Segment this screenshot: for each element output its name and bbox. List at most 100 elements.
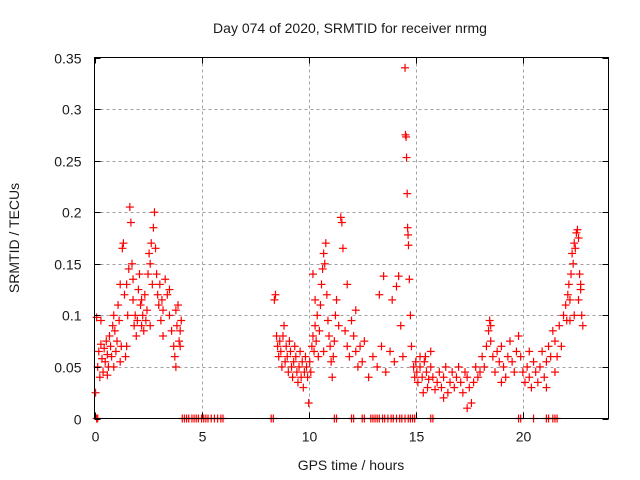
data-point xyxy=(174,301,183,310)
data-point xyxy=(285,337,294,346)
data-point xyxy=(469,378,478,387)
axis-ticks xyxy=(94,57,609,420)
data-points xyxy=(91,63,587,423)
data-point xyxy=(360,337,369,346)
data-point xyxy=(538,347,547,356)
data-point xyxy=(124,264,133,273)
data-point xyxy=(332,295,341,304)
data-point xyxy=(286,347,295,356)
data-point xyxy=(329,352,338,361)
data-point xyxy=(448,368,457,377)
data-point xyxy=(553,352,562,361)
data-point xyxy=(347,316,356,325)
data-point xyxy=(463,404,472,413)
data-point xyxy=(336,213,345,222)
data-point xyxy=(307,342,316,351)
data-point xyxy=(390,357,399,366)
data-point xyxy=(140,290,149,299)
data-point xyxy=(270,295,279,304)
data-point xyxy=(570,239,579,248)
data-point xyxy=(301,352,310,361)
data-point xyxy=(510,368,519,377)
data-point xyxy=(153,290,162,299)
data-point xyxy=(396,321,405,330)
data-point xyxy=(115,316,124,325)
data-point xyxy=(295,362,304,371)
data-point xyxy=(375,290,384,299)
data-point xyxy=(133,316,142,325)
data-point xyxy=(488,352,497,361)
data-point xyxy=(316,301,325,310)
data-point xyxy=(275,337,284,346)
data-point xyxy=(525,347,534,356)
data-point xyxy=(364,373,373,382)
data-point xyxy=(402,153,411,162)
data-point xyxy=(467,399,476,408)
data-point xyxy=(505,337,514,346)
data-point xyxy=(283,352,292,361)
data-point xyxy=(413,378,422,387)
grid-lines xyxy=(94,57,609,419)
data-point xyxy=(407,342,416,351)
data-point xyxy=(114,301,123,310)
data-point xyxy=(446,378,455,387)
data-point xyxy=(535,362,544,371)
data-point xyxy=(574,295,583,304)
data-point xyxy=(125,203,134,212)
data-point xyxy=(574,234,583,242)
data-point xyxy=(461,368,470,377)
data-point xyxy=(122,342,131,351)
data-point xyxy=(377,342,386,351)
data-point xyxy=(343,280,352,289)
data-point xyxy=(411,357,420,366)
data-point xyxy=(157,295,166,304)
data-point xyxy=(398,352,407,361)
data-point xyxy=(271,290,280,299)
data-point xyxy=(317,280,326,289)
data-point xyxy=(311,295,320,304)
data-point xyxy=(129,295,138,304)
data-point xyxy=(318,264,327,273)
data-point xyxy=(282,342,291,351)
data-point xyxy=(171,306,180,315)
data-point xyxy=(327,357,336,366)
data-point xyxy=(304,399,313,408)
data-point xyxy=(91,388,100,397)
data-point xyxy=(142,306,151,315)
x-tick-label: 0 xyxy=(92,429,100,445)
data-point xyxy=(516,352,525,361)
data-point xyxy=(456,378,465,387)
data-point xyxy=(571,244,580,253)
data-point xyxy=(101,357,110,366)
data-point xyxy=(471,362,480,371)
data-point xyxy=(401,130,410,139)
data-point xyxy=(151,244,160,253)
data-point xyxy=(463,373,472,382)
data-point xyxy=(150,208,159,217)
data-point xyxy=(315,326,324,335)
data-point xyxy=(490,368,499,377)
data-point xyxy=(345,352,354,361)
y-tick-label: 0.25 xyxy=(54,154,81,170)
data-point xyxy=(388,295,397,304)
data-point xyxy=(426,347,435,356)
x-tick-label: 10 xyxy=(302,429,318,445)
data-point xyxy=(433,378,442,387)
data-point xyxy=(533,378,542,387)
data-point xyxy=(386,347,395,356)
data-point xyxy=(123,311,132,320)
data-point xyxy=(159,331,168,340)
data-point xyxy=(111,347,120,356)
data-point xyxy=(501,373,510,382)
data-point xyxy=(312,337,321,346)
data-point xyxy=(568,249,577,258)
data-point xyxy=(93,362,102,371)
data-point xyxy=(495,357,504,366)
data-point xyxy=(321,239,330,248)
y-axis-label: SRMTID / TECUs xyxy=(6,183,22,293)
data-point xyxy=(379,272,388,281)
data-point xyxy=(424,375,433,384)
data-point xyxy=(289,357,298,366)
data-point xyxy=(109,311,118,320)
data-point xyxy=(313,311,322,320)
